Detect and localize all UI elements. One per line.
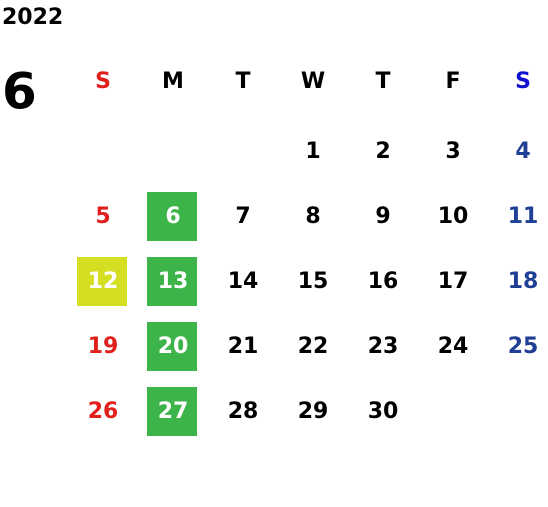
day: 6 <box>165 204 180 229</box>
day: 14 <box>228 269 259 294</box>
weekday: M <box>162 69 184 94</box>
day: 2 <box>375 139 390 164</box>
day: 19 <box>88 334 119 359</box>
weekday: S <box>95 69 111 94</box>
day: 1 <box>305 139 320 164</box>
day: 28 <box>228 399 259 424</box>
day: 29 <box>298 399 329 424</box>
day: 18 <box>508 269 539 294</box>
weekday: F <box>445 69 460 94</box>
day: 10 <box>438 204 469 229</box>
day: 21 <box>228 334 259 359</box>
day: 23 <box>368 334 399 359</box>
day: 5 <box>95 204 110 229</box>
year: 2022 <box>2 5 63 30</box>
day: 13 <box>158 269 189 294</box>
day: 30 <box>368 399 399 424</box>
day: 9 <box>375 204 390 229</box>
day: 15 <box>298 269 329 294</box>
day: 8 <box>305 204 320 229</box>
day-highlight <box>77 257 127 306</box>
day: 7 <box>235 204 250 229</box>
day-highlight <box>147 387 197 436</box>
day: 3 <box>445 139 460 164</box>
day-highlight <box>147 322 197 371</box>
day: 4 <box>515 139 530 164</box>
day: 24 <box>438 334 469 359</box>
day: 27 <box>158 399 189 424</box>
weekday: W <box>301 69 325 94</box>
day: 26 <box>88 399 119 424</box>
day: 22 <box>298 334 329 359</box>
day: 25 <box>508 334 539 359</box>
day: 16 <box>368 269 399 294</box>
day-highlight <box>147 192 197 241</box>
day: 11 <box>508 204 539 229</box>
day: 20 <box>158 334 189 359</box>
day: 17 <box>438 269 469 294</box>
weekday: T <box>375 69 390 94</box>
weekday: S <box>515 69 531 94</box>
day: 12 <box>88 269 119 294</box>
month: 6 <box>2 63 37 121</box>
weekday: T <box>235 69 250 94</box>
day-highlight <box>147 257 197 306</box>
